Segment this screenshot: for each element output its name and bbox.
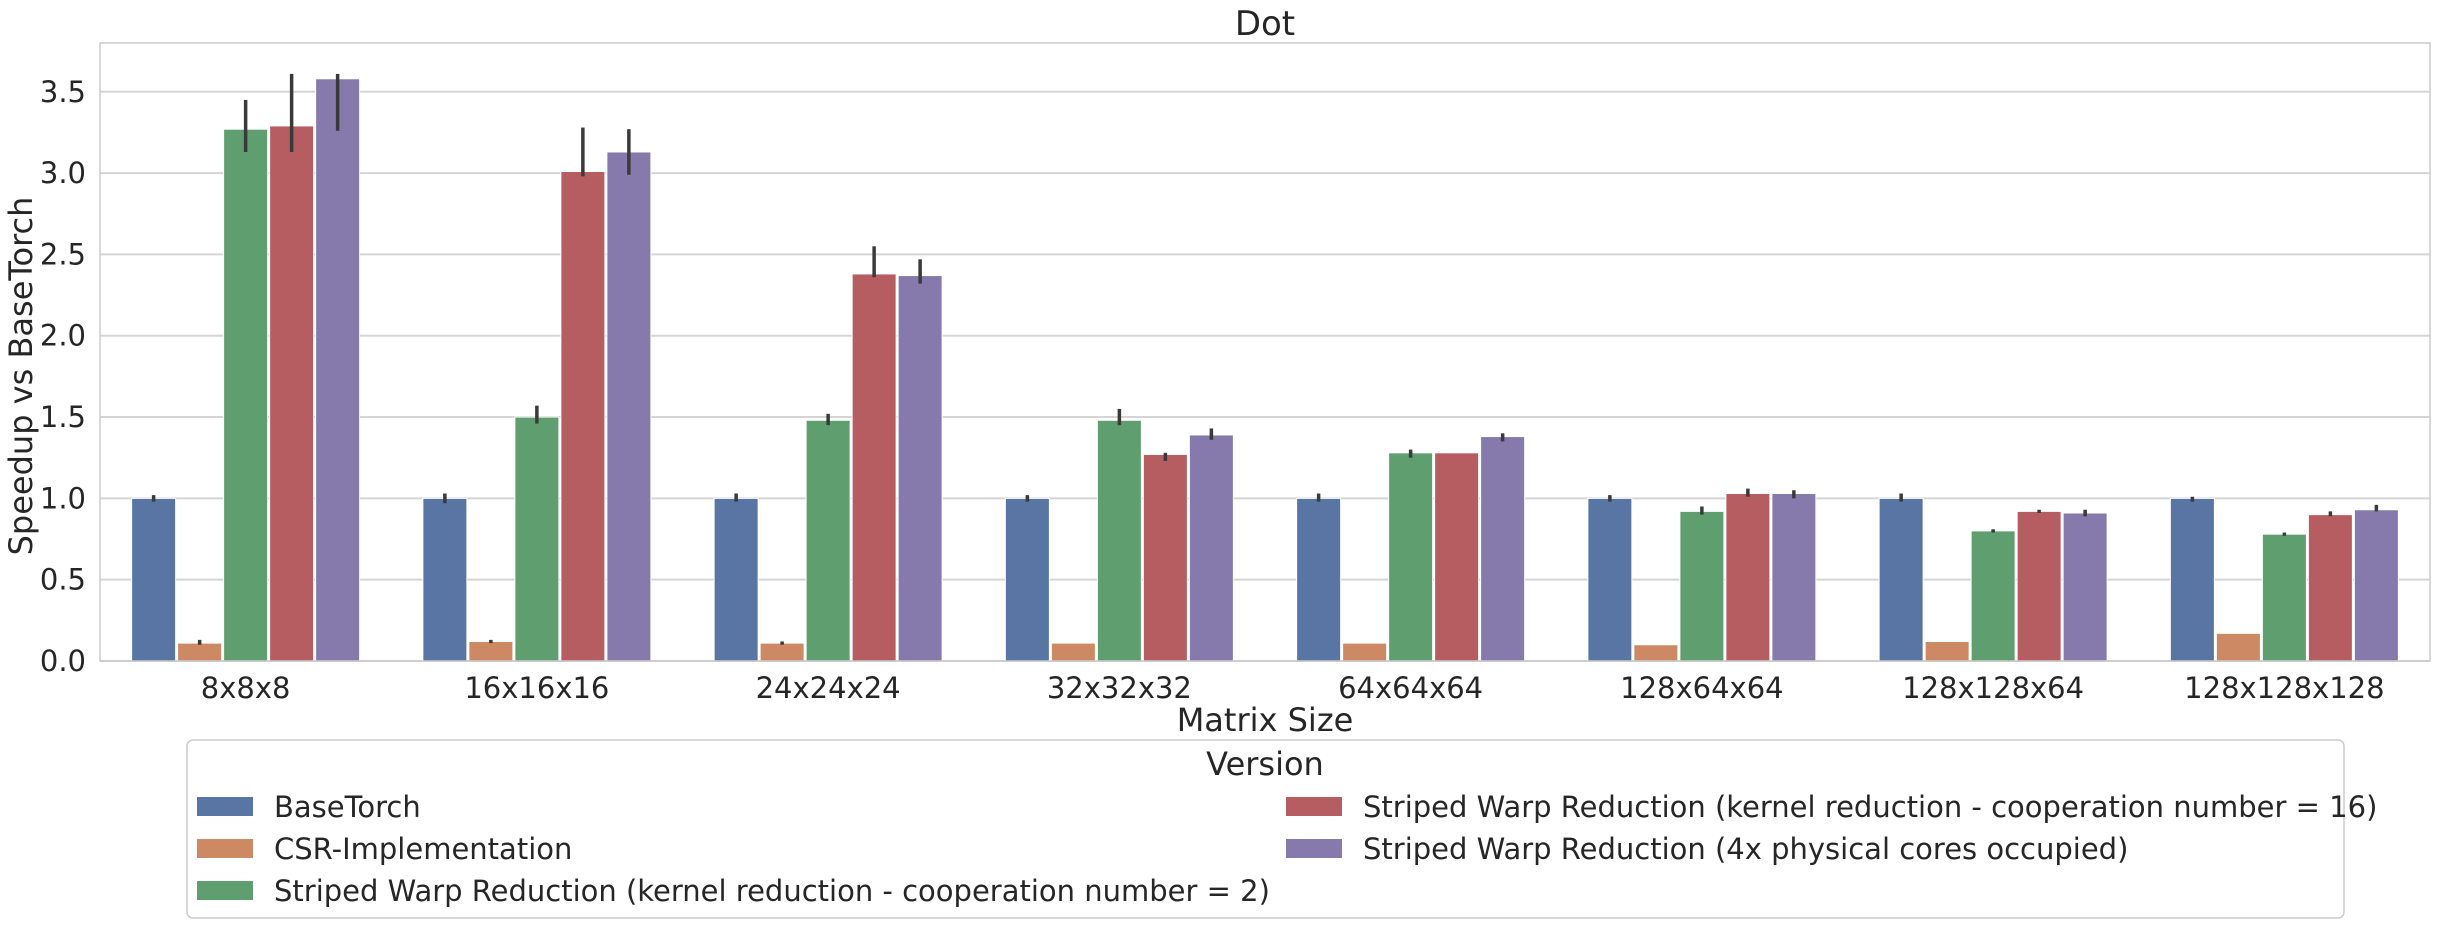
error-bars-group bbox=[151, 73, 2379, 645]
bar bbox=[606, 151, 652, 662]
bar bbox=[560, 170, 606, 662]
bar bbox=[1142, 453, 1188, 662]
x-tick-labels: 8x8x8 16x16x16 24x24x24 32x32x32 64x64x64 128… bbox=[201, 671, 2385, 705]
y-tick-label: 1.5 bbox=[40, 400, 86, 434]
bar bbox=[1296, 497, 1342, 662]
bar bbox=[177, 642, 223, 662]
y-tick-label: 0.5 bbox=[40, 563, 86, 597]
x-tick-label: 64x64x64 bbox=[1338, 671, 1483, 705]
legend-label: Striped Warp Reduction (kernel reduction… bbox=[274, 874, 1270, 908]
legend-swatch bbox=[197, 797, 253, 816]
bar bbox=[468, 640, 514, 662]
x-tick-label: 24x24x24 bbox=[756, 671, 901, 705]
bar bbox=[1188, 434, 1234, 662]
bar bbox=[2353, 509, 2399, 662]
legend-label: Striped Warp Reduction (4x physical core… bbox=[1363, 832, 2128, 866]
legend-items: BaseTorch CSR-Implementation Striped Warp … bbox=[197, 790, 2377, 908]
x-tick-label: 128x64x64 bbox=[1620, 671, 1783, 705]
bar bbox=[1342, 642, 1388, 662]
bars-group bbox=[131, 78, 2399, 662]
bar bbox=[805, 419, 851, 662]
bar bbox=[2016, 510, 2062, 662]
bar bbox=[315, 78, 361, 662]
bar bbox=[1633, 644, 1679, 662]
bar bbox=[1725, 492, 1771, 662]
bar bbox=[1480, 436, 1526, 662]
x-tick-label: 8x8x8 bbox=[201, 671, 291, 705]
legend-label: BaseTorch bbox=[274, 790, 421, 824]
bar bbox=[422, 497, 468, 662]
legend-label: Striped Warp Reduction (kernel reduction… bbox=[1363, 790, 2377, 824]
bar bbox=[1878, 497, 1924, 662]
grid-lines bbox=[100, 90, 2430, 662]
x-tick-label: 128x128x64 bbox=[1902, 671, 2084, 705]
bar bbox=[713, 497, 759, 662]
bar bbox=[269, 125, 315, 662]
y-tick-label: 2.5 bbox=[40, 237, 86, 271]
bar bbox=[897, 275, 943, 662]
legend-label: CSR-Implementation bbox=[274, 832, 572, 866]
bar bbox=[1970, 530, 2016, 662]
legend-swatch bbox=[1286, 839, 1342, 858]
legend-title: Version bbox=[1206, 745, 1324, 783]
plot-frame bbox=[99, 42, 2431, 662]
bar bbox=[223, 128, 269, 662]
bar bbox=[2062, 512, 2108, 662]
y-tick-label: 1.0 bbox=[40, 481, 86, 515]
x-tick-label: 16x16x16 bbox=[464, 671, 609, 705]
bar bbox=[759, 642, 805, 662]
legend-frame bbox=[186, 739, 2345, 919]
bar bbox=[2307, 514, 2353, 662]
bar bbox=[2169, 497, 2215, 662]
y-axis-title: Speedup vs BaseTorch bbox=[2, 197, 40, 556]
bar bbox=[2215, 632, 2261, 662]
y-tick-label: 2.0 bbox=[40, 319, 86, 353]
y-tick-label: 3.0 bbox=[40, 156, 86, 190]
bar bbox=[514, 416, 560, 662]
bar bbox=[1050, 642, 1096, 662]
bar bbox=[2261, 533, 2307, 662]
y-tick-label: 0.0 bbox=[40, 644, 86, 678]
legend-swatch bbox=[1286, 797, 1342, 816]
bar bbox=[1434, 452, 1480, 662]
bar bbox=[1771, 492, 1817, 662]
bar bbox=[1388, 452, 1434, 662]
x-axis-title: Matrix Size bbox=[1177, 701, 1354, 739]
bar bbox=[1924, 640, 1970, 662]
bar bbox=[851, 273, 897, 662]
legend: Version BaseTorch CSR-Implementation Strip… bbox=[186, 739, 2377, 919]
bar bbox=[131, 497, 177, 662]
y-tick-labels: 0.0 0.5 1.0 1.5 2.0 2.5 3.0 3.5 bbox=[40, 75, 86, 678]
bar bbox=[1587, 497, 1633, 662]
legend-swatch bbox=[197, 881, 253, 900]
bar bbox=[1096, 419, 1142, 662]
x-tick-label: 128x128x128 bbox=[2184, 671, 2384, 705]
bar bbox=[1679, 510, 1725, 662]
x-tick-label: 32x32x32 bbox=[1047, 671, 1192, 705]
chart-title: Dot bbox=[1235, 4, 1295, 44]
legend-swatch bbox=[197, 839, 253, 858]
bar bbox=[1004, 497, 1050, 662]
y-tick-label: 3.5 bbox=[40, 75, 86, 109]
